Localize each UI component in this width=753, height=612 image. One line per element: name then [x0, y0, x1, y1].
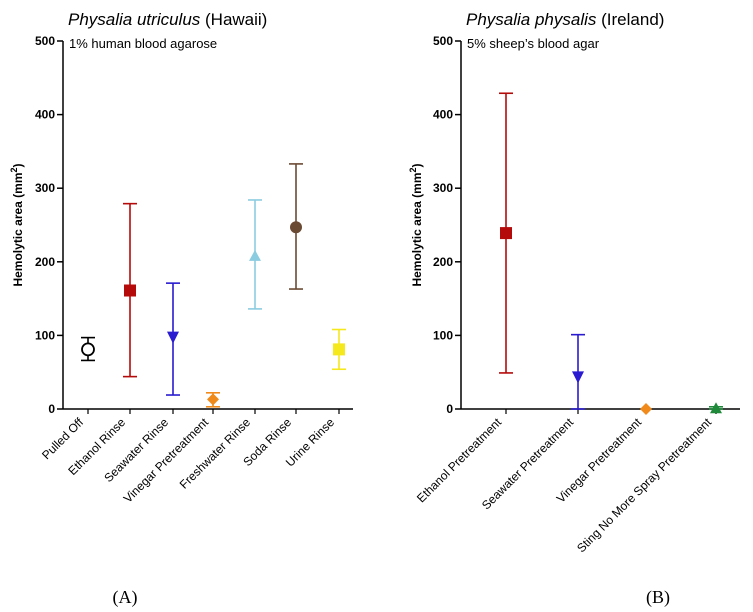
marker-up-triangle [249, 249, 261, 261]
panel-a-y-axis-label-end: ) [11, 163, 25, 167]
data-point-5 [248, 199, 262, 310]
marker-down-triangle [167, 331, 179, 344]
marker-up-triangle [710, 402, 722, 414]
data-point-2 [571, 333, 585, 410]
data-point-2 [123, 202, 137, 378]
marker-circle [290, 221, 302, 234]
x-category-label: Sting No More Spray Pretreatment [574, 415, 715, 556]
panel-b-y-axis-label-end: ) [410, 163, 424, 167]
panel-a: Physalia utriculus (Hawaii) 1% human blo… [9, 10, 353, 608]
data-point-1 [81, 336, 95, 362]
marker-open-circle [81, 342, 95, 357]
y-tick-label: 500 [433, 34, 453, 48]
data-point-3 [640, 403, 652, 415]
panel-a-y-axis-label: Hemolytic area (mm2) [9, 163, 25, 286]
data-point-6 [289, 163, 303, 290]
y-tick-label: 400 [433, 108, 453, 122]
marker-down-triangle [572, 371, 584, 384]
panel-a-subtitle: 1% human blood agarose [69, 36, 217, 51]
marker-square [124, 284, 136, 297]
panel-b-subtitle: 5% sheep’s blood agar [467, 36, 600, 51]
marker-diamond [207, 393, 219, 406]
data-point-4 [709, 402, 723, 414]
panel-b-label: (B) [646, 587, 670, 608]
panel-a-title-species: Physalia utriculus [68, 10, 201, 29]
y-tick-label: 200 [433, 255, 453, 269]
y-tick-label: 0 [48, 402, 55, 416]
y-tick-label: 100 [433, 328, 453, 342]
panel-b-y-axis-label-sup: 2 [408, 167, 418, 172]
marker-square [333, 343, 345, 356]
marker-square [500, 227, 512, 240]
y-tick-label: 100 [35, 328, 55, 342]
panel-a-title-location: (Hawaii) [200, 10, 267, 29]
panel-b: Physalia physalis (Ireland) 5% sheep’s b… [408, 10, 740, 608]
panel-b-title: Physalia physalis (Ireland) [466, 10, 664, 29]
panel-a-y-axis-label-main: Hemolytic area (mm [11, 172, 25, 286]
marker-diamond [640, 403, 652, 415]
y-tick-label: 300 [35, 181, 55, 195]
y-tick-label: 400 [35, 108, 55, 122]
panel-b-y-axis-label: Hemolytic area (mm2) [408, 163, 424, 286]
panel-a-y-axis-label-sup: 2 [9, 167, 19, 172]
x-category-label: Freshwater Rinse [177, 415, 254, 492]
panel-b-y-axis-label-main: Hemolytic area (mm [410, 172, 424, 286]
data-point-1 [499, 92, 513, 374]
panel-b-title-location: (Ireland) [596, 10, 664, 29]
data-point-3 [166, 282, 180, 396]
panel-a-label: (A) [113, 587, 138, 608]
y-tick-label: 300 [433, 181, 453, 195]
y-tick-label: 0 [446, 402, 453, 416]
panel-a-title: Physalia utriculus (Hawaii) [68, 10, 267, 29]
panel-b-title-species: Physalia physalis [466, 10, 597, 29]
y-tick-label: 200 [35, 255, 55, 269]
y-tick-label: 500 [35, 34, 55, 48]
data-point-4 [206, 392, 220, 408]
data-point-7 [332, 328, 346, 371]
